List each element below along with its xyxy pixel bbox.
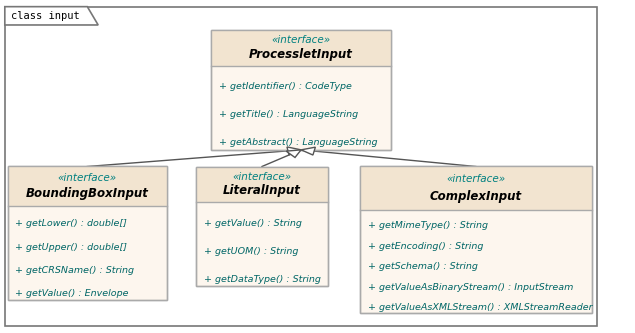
Text: «interface»: «interface»: [232, 171, 291, 181]
Bar: [196, 166, 328, 202]
Bar: [8, 166, 167, 300]
Text: + getEncoding() : String: + getEncoding() : String: [368, 242, 483, 251]
Text: + getTitle() : LanguageString: + getTitle() : LanguageString: [218, 110, 358, 120]
Bar: [196, 166, 328, 286]
Text: + getAbstract() : LanguageString: + getAbstract() : LanguageString: [218, 138, 377, 148]
Polygon shape: [286, 150, 301, 158]
Text: + getValueAsBinaryStream() : InputStream: + getValueAsBinaryStream() : InputStream: [368, 283, 573, 292]
Bar: [8, 166, 167, 206]
Bar: [211, 30, 391, 150]
Text: + getUOM() : String: + getUOM() : String: [204, 247, 298, 256]
Bar: [360, 166, 592, 210]
Text: + getValue() : Envelope: + getValue() : Envelope: [15, 289, 129, 298]
Polygon shape: [301, 147, 316, 155]
Text: + getValue() : String: + getValue() : String: [204, 219, 302, 228]
Text: ComplexInput: ComplexInput: [430, 190, 522, 203]
Text: + getMimeType() : String: + getMimeType() : String: [368, 221, 488, 230]
Bar: [211, 30, 391, 150]
Bar: [196, 166, 328, 286]
Text: + getDataType() : String: + getDataType() : String: [204, 275, 321, 284]
Text: «interface»: «interface»: [446, 174, 505, 184]
Text: ProcessletInput: ProcessletInput: [249, 48, 353, 61]
Text: + getUpper() : double[]: + getUpper() : double[]: [15, 243, 128, 252]
Bar: [360, 166, 592, 313]
Text: «interface»: «interface»: [58, 173, 117, 183]
Text: LiteralInput: LiteralInput: [223, 184, 301, 197]
Text: + getIdentifier() : CodeType: + getIdentifier() : CodeType: [218, 82, 351, 92]
Bar: [360, 166, 592, 313]
Bar: [211, 30, 391, 66]
Polygon shape: [287, 147, 301, 155]
Text: class input: class input: [11, 11, 79, 21]
Text: + getSchema() : String: + getSchema() : String: [368, 262, 478, 271]
Text: + getValueAsXMLStream() : XMLStreamReader: + getValueAsXMLStream() : XMLStreamReade…: [368, 303, 592, 312]
Text: «interface»: «interface»: [272, 35, 331, 45]
Bar: [8, 166, 167, 300]
Polygon shape: [5, 7, 98, 25]
Text: BoundingBoxInput: BoundingBoxInput: [26, 187, 149, 200]
Text: + getCRSName() : String: + getCRSName() : String: [15, 266, 135, 275]
Text: + getLower() : double[]: + getLower() : double[]: [15, 219, 127, 228]
